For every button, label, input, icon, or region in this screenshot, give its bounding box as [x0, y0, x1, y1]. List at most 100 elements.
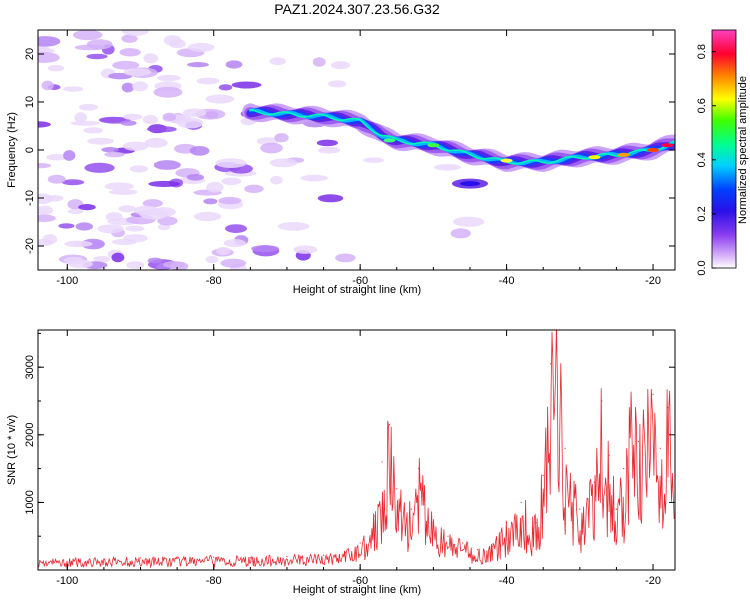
- spectrogram-noise-cell: [450, 228, 471, 239]
- snr-data-point: [542, 474, 544, 476]
- spectrogram-noise-cell: [274, 132, 289, 143]
- spectrogram-ridge-band: [247, 107, 675, 167]
- spectrogram-noise-cell: [123, 113, 143, 120]
- spectrogram-noise-cell: [318, 146, 340, 154]
- spectrogram-noise-cell: [84, 162, 115, 173]
- spectrogram-noise-cell: [317, 194, 344, 203]
- snr-data-point: [601, 400, 603, 402]
- spectrogram-noise-cell: [293, 245, 318, 254]
- spectrogram-noise-cell: [42, 234, 58, 245]
- spectrogram-noise-cell: [121, 82, 135, 93]
- colorbar-ticks: 0.0 0.2 0.4 0.6 0.8: [696, 44, 716, 276]
- spectrogram-noise-cell: [38, 52, 60, 63]
- snr-data-point: [286, 555, 288, 558]
- spectrogram-noise-cell: [123, 234, 148, 243]
- snr-data-point: [579, 508, 581, 510]
- snr-data-point: [388, 424, 391, 426]
- snr-data-point: [176, 557, 178, 560]
- spectrogram-hot-spot: [383, 138, 396, 143]
- spectrogram-noise-cell: [453, 216, 485, 227]
- figure-title: PAZ1.2024.307.23.56.G32: [274, 1, 440, 17]
- spectrogram-x-tick-label: -100: [56, 275, 78, 287]
- spectrogram-noise-cell: [101, 146, 119, 153]
- spectrogram-y-tick-label: 0: [24, 147, 36, 153]
- spectrogram-x-tick-label: -40: [499, 275, 515, 287]
- spectrogram-noise-cell: [433, 164, 462, 171]
- spectrogram-noise-cell: [327, 80, 347, 88]
- snr-data-point: [535, 522, 537, 524]
- spectrogram-noise-cell: [133, 205, 159, 216]
- snr-data-point: [396, 488, 398, 490]
- snr-data-point: [381, 461, 383, 463]
- spectrogram-hot-spot: [617, 152, 630, 157]
- spectrogram-noise-cell: [316, 139, 338, 147]
- colorbar-tick-label: 0.4: [696, 152, 708, 167]
- snr-y-tick-label: 1000: [24, 490, 36, 514]
- colorbar-tick-label: 0.8: [696, 44, 708, 59]
- spectrogram-noise-cell: [335, 253, 356, 263]
- snr-data-point: [432, 522, 434, 524]
- snr-trace: [38, 330, 675, 569]
- snr-y-ticks: 1000 2000 3000: [24, 332, 675, 537]
- snr-y-axis-label: SNR (10 * v/v): [6, 415, 18, 485]
- spectrogram-y-ticks: -20 -10 0 10 20: [24, 48, 675, 254]
- spectrogram-noise-cell: [38, 163, 52, 169]
- spectrogram-secondary-blob-core: [459, 181, 480, 187]
- spectrogram-hot-spot: [500, 158, 513, 163]
- spectrogram-noise-cell: [121, 30, 149, 36]
- spectrogram-noise-cell: [182, 108, 207, 117]
- snr-x-tick-label: -20: [645, 575, 661, 587]
- spectrogram-noise-cell: [142, 199, 163, 208]
- spectrogram-noise-cell: [120, 120, 137, 126]
- spectrogram-y-tick-label: -20: [24, 238, 36, 254]
- spectrogram-noise-cell: [68, 259, 93, 269]
- snr-data-point: [213, 556, 215, 558]
- spectrogram-noise-cell: [119, 48, 141, 57]
- snr-x-ticks: -100 -80 -60 -40 -20: [56, 330, 661, 587]
- spectrogram-noise-cell: [142, 114, 158, 125]
- spectrogram-noise-cell: [218, 84, 233, 91]
- spectrogram-noise-cell: [63, 86, 84, 92]
- spectrogram-noise-cell: [87, 137, 114, 145]
- spectrogram-noise-cell: [75, 222, 94, 231]
- spectrogram-noise-cell: [46, 154, 68, 161]
- snr-data-point: [637, 440, 639, 443]
- snr-x-tick-label: -60: [352, 575, 368, 587]
- spectrogram-noise-cell: [163, 261, 185, 269]
- spectrogram-ridge: [242, 103, 675, 189]
- spectrogram-noise-cell: [93, 255, 111, 263]
- spectrogram-noise-cell: [156, 74, 181, 82]
- spectrogram-noise-cell: [121, 34, 138, 43]
- snr-x-axis-label: Height of straight line (km): [293, 584, 421, 596]
- spectrogram-noise-cell: [216, 246, 231, 255]
- snr-data-point: [608, 454, 610, 456]
- spectrogram-noise-cell: [58, 223, 75, 229]
- spectrogram-noise-cell: [244, 184, 264, 194]
- snr-data-point: [652, 393, 654, 395]
- snr-data-point: [623, 467, 625, 470]
- spectrogram-noise-cell: [223, 239, 246, 248]
- colorbar: 0.0 0.2 0.4 0.6 0.8 Normalized spectral ampl…: [696, 29, 749, 276]
- spectrogram-noise-cell: [146, 126, 177, 133]
- spectrogram-noise-cell: [143, 53, 159, 64]
- spectrogram-noise-cell: [157, 216, 178, 226]
- snr-data-point: [630, 400, 632, 402]
- spectrogram-noise-cell: [61, 179, 85, 186]
- spectrogram-noise-cell: [215, 158, 247, 168]
- spectrogram-noise-cell: [168, 39, 186, 49]
- spectrogram-noise-cell: [153, 160, 181, 170]
- spectrogram-noise-cell: [300, 174, 328, 182]
- spectrogram-noise-cell: [74, 112, 87, 123]
- spectrogram-noise-cell: [177, 117, 204, 129]
- spectrogram-noise-cell: [38, 214, 56, 222]
- spectrogram-noise-cell: [225, 60, 243, 69]
- spectrogram-y-tick-label: 20: [24, 48, 36, 60]
- spectrogram-x-axis-label: Height of straight line (km): [293, 284, 421, 296]
- snr-plot-area: [38, 330, 675, 570]
- spectrogram-noise-cell: [67, 208, 84, 215]
- spectrogram-noise-cell: [277, 222, 310, 231]
- spectrogram-y-axis-label: Frequency (Hz): [6, 112, 18, 188]
- spectrogram-noise-cell: [78, 204, 96, 211]
- snr-y-tick-label: 2000: [24, 423, 36, 447]
